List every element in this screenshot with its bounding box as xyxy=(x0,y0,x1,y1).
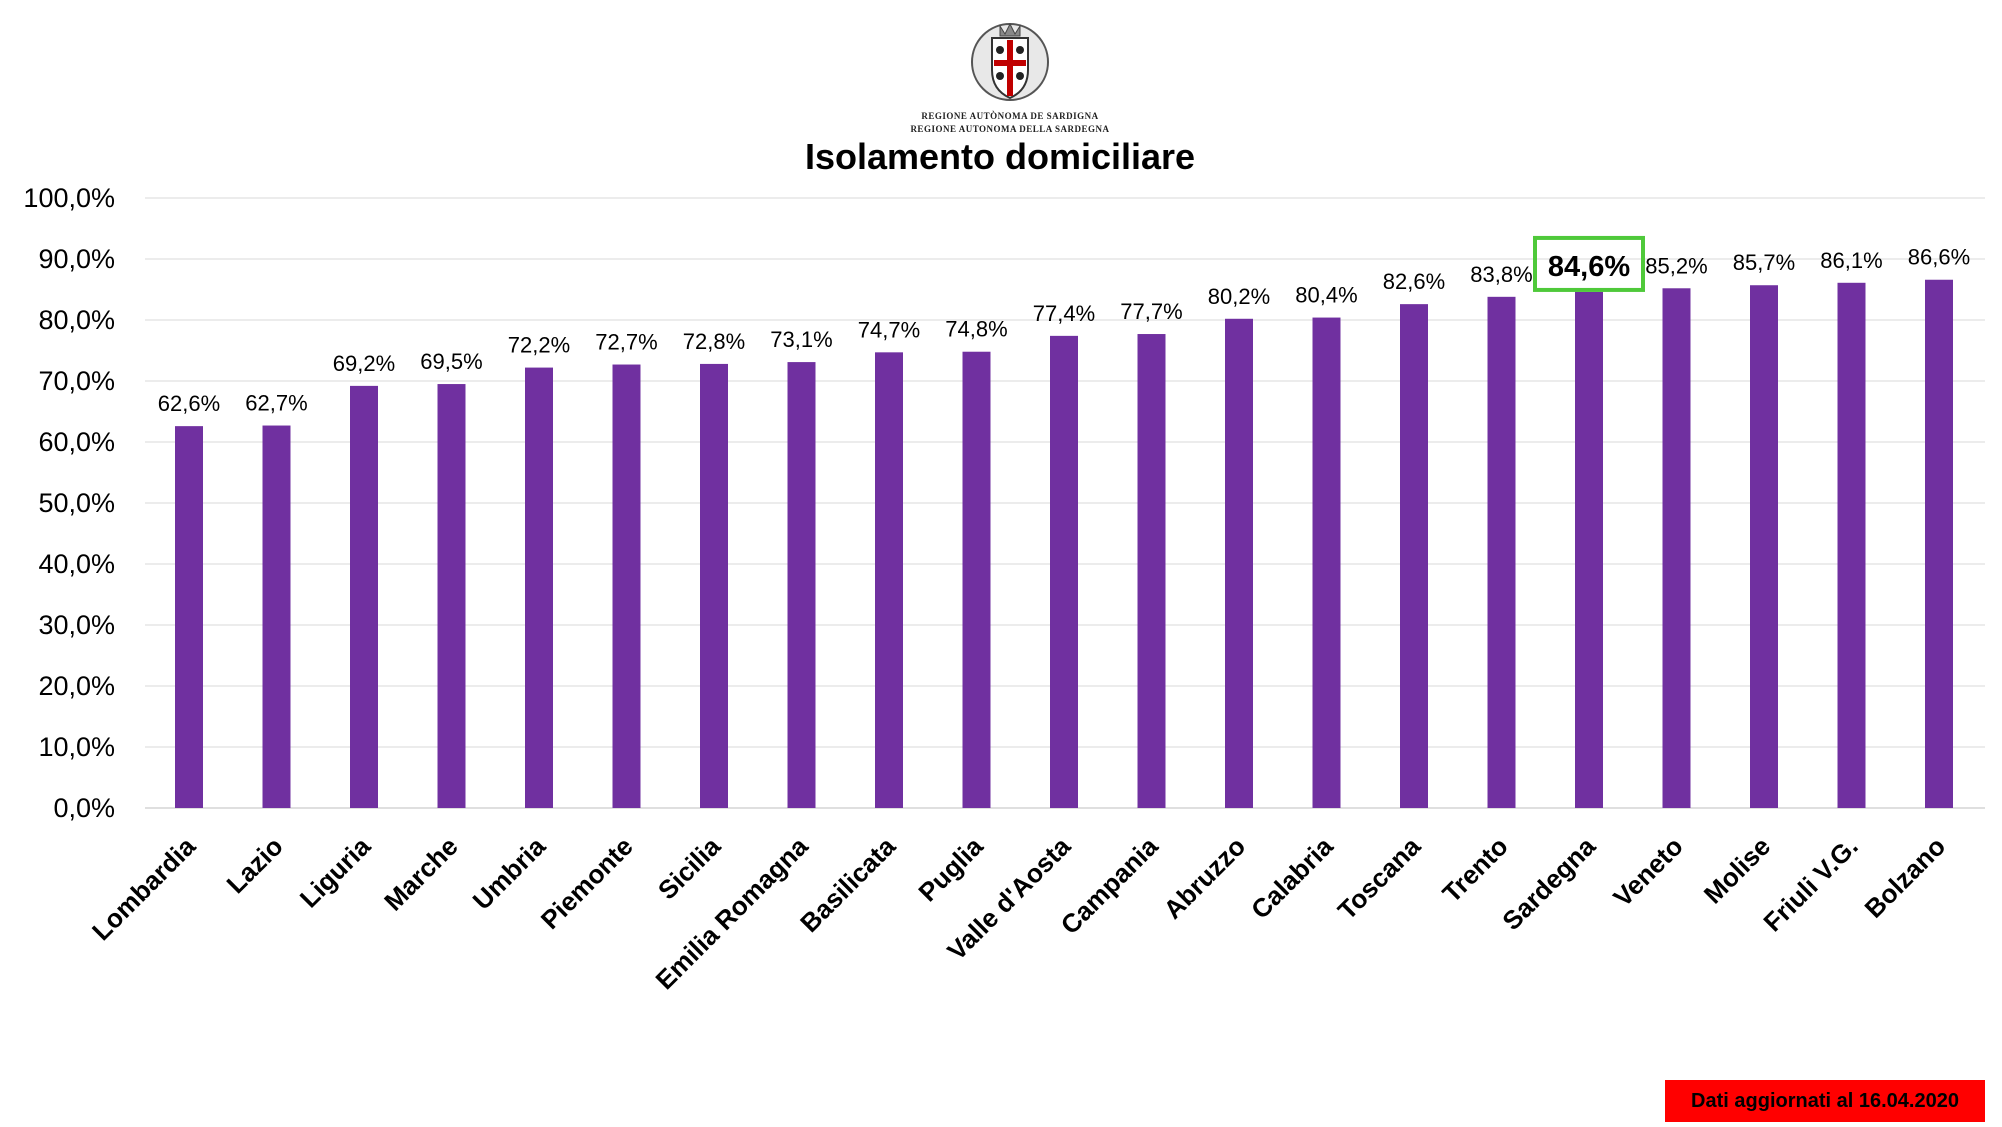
data-label: 80,2% xyxy=(1208,284,1270,309)
data-label: 82,6% xyxy=(1383,269,1445,294)
x-tick-label: Umbria xyxy=(467,831,552,916)
data-label: 72,2% xyxy=(508,333,570,358)
data-label: 72,7% xyxy=(595,330,657,355)
bar-trento xyxy=(1487,296,1516,808)
data-label: 83,8% xyxy=(1470,262,1532,287)
x-tick-label: Lazio xyxy=(221,831,289,899)
data-label: 69,2% xyxy=(333,351,395,376)
y-tick-label: 70,0% xyxy=(38,366,115,396)
x-tick-label: Puglia xyxy=(912,831,989,908)
x-tick-label: Marche xyxy=(378,831,464,917)
x-tick-label: Emilia Romagna xyxy=(649,831,814,996)
data-label: 85,7% xyxy=(1733,250,1795,275)
x-tick-label: Bolzano xyxy=(1859,831,1952,924)
bar-calabria xyxy=(1312,317,1341,808)
organization-name-sardinian: REGIONE AUTÒNOMA DE SARDIGNA xyxy=(921,111,1099,121)
bar-toscana xyxy=(1400,304,1428,808)
y-tick-label: 60,0% xyxy=(38,427,115,457)
bar-emilia-romagna xyxy=(787,362,816,808)
data-label-highlighted: 84,6% xyxy=(1548,251,1630,283)
x-tick-label: Toscana xyxy=(1332,831,1427,926)
y-tick-label: 50,0% xyxy=(38,488,115,518)
bar-abruzzo xyxy=(1225,318,1253,808)
data-label: 86,1% xyxy=(1820,248,1882,273)
y-tick-label: 0,0% xyxy=(53,793,115,823)
bar-marche xyxy=(437,384,466,808)
x-tick-label: Trento xyxy=(1436,831,1513,908)
x-tick-label: Veneto xyxy=(1607,831,1688,912)
bar-valle-d-aosta xyxy=(1050,335,1078,808)
sardinia-coat-of-arms-icon xyxy=(971,22,1049,101)
x-tick-label: Piemonte xyxy=(535,831,639,935)
data-label: 86,6% xyxy=(1908,245,1970,270)
highlight-box xyxy=(1533,235,1645,292)
data-label: 62,6% xyxy=(158,391,220,416)
bar-friuli-v-g- xyxy=(1837,282,1866,808)
y-tick-label: 30,0% xyxy=(38,610,115,640)
y-tick-label: 90,0% xyxy=(38,244,115,274)
data-label: 74,8% xyxy=(945,317,1007,342)
data-label: 69,5% xyxy=(420,349,482,374)
y-tick-label: 10,0% xyxy=(38,732,115,762)
bar-molise xyxy=(1750,285,1778,809)
x-tick-label: Sicilia xyxy=(652,831,727,906)
x-tick-label: Molise xyxy=(1698,831,1776,909)
data-label: 85,2% xyxy=(1645,253,1707,278)
data-label: 80,4% xyxy=(1295,283,1357,308)
bar-bolzano xyxy=(1925,279,1953,808)
data-update-note: Dati aggiornati al 16.04.2020 xyxy=(1665,1080,1985,1122)
organization-name-italian: REGIONE AUTONOMA DELLA SARDEGNA xyxy=(910,124,1110,134)
x-tick-label: Friuli V.G. xyxy=(1757,831,1863,937)
data-label: 73,1% xyxy=(770,327,832,352)
x-tick-label: Abruzzo xyxy=(1158,831,1252,925)
bar-sardegna xyxy=(1575,291,1603,808)
x-tick-label: Sardegna xyxy=(1496,831,1601,936)
x-tick-label: Lombardia xyxy=(86,831,202,947)
x-tick-label: Basilicata xyxy=(794,831,901,938)
bar-umbria xyxy=(525,367,553,808)
bar-liguria xyxy=(350,385,378,808)
bar-veneto xyxy=(1662,288,1691,808)
bar-basilicata xyxy=(875,352,903,808)
bar-piemonte xyxy=(612,364,641,808)
data-label: 62,7% xyxy=(245,391,307,416)
data-label: 72,8% xyxy=(683,329,745,354)
data-label: 77,7% xyxy=(1120,299,1182,324)
data-label: 77,4% xyxy=(1033,301,1095,326)
chart-title: Isolamento domiciliare xyxy=(804,136,1196,177)
bar-puglia xyxy=(962,351,991,808)
bar-lazio xyxy=(262,425,291,808)
bar-campania xyxy=(1137,334,1166,808)
x-tick-label: Campania xyxy=(1055,831,1164,940)
x-tick-label: Liguria xyxy=(294,831,377,914)
bar-lombardia xyxy=(175,426,203,808)
y-tick-label: 100,0% xyxy=(23,183,115,213)
data-label: 74,7% xyxy=(858,317,920,342)
y-tick-label: 20,0% xyxy=(38,671,115,701)
y-tick-label: 40,0% xyxy=(38,549,115,579)
bar-sicilia xyxy=(700,363,728,808)
y-tick-label: 80,0% xyxy=(38,305,115,335)
x-tick-label: Calabria xyxy=(1245,831,1339,925)
